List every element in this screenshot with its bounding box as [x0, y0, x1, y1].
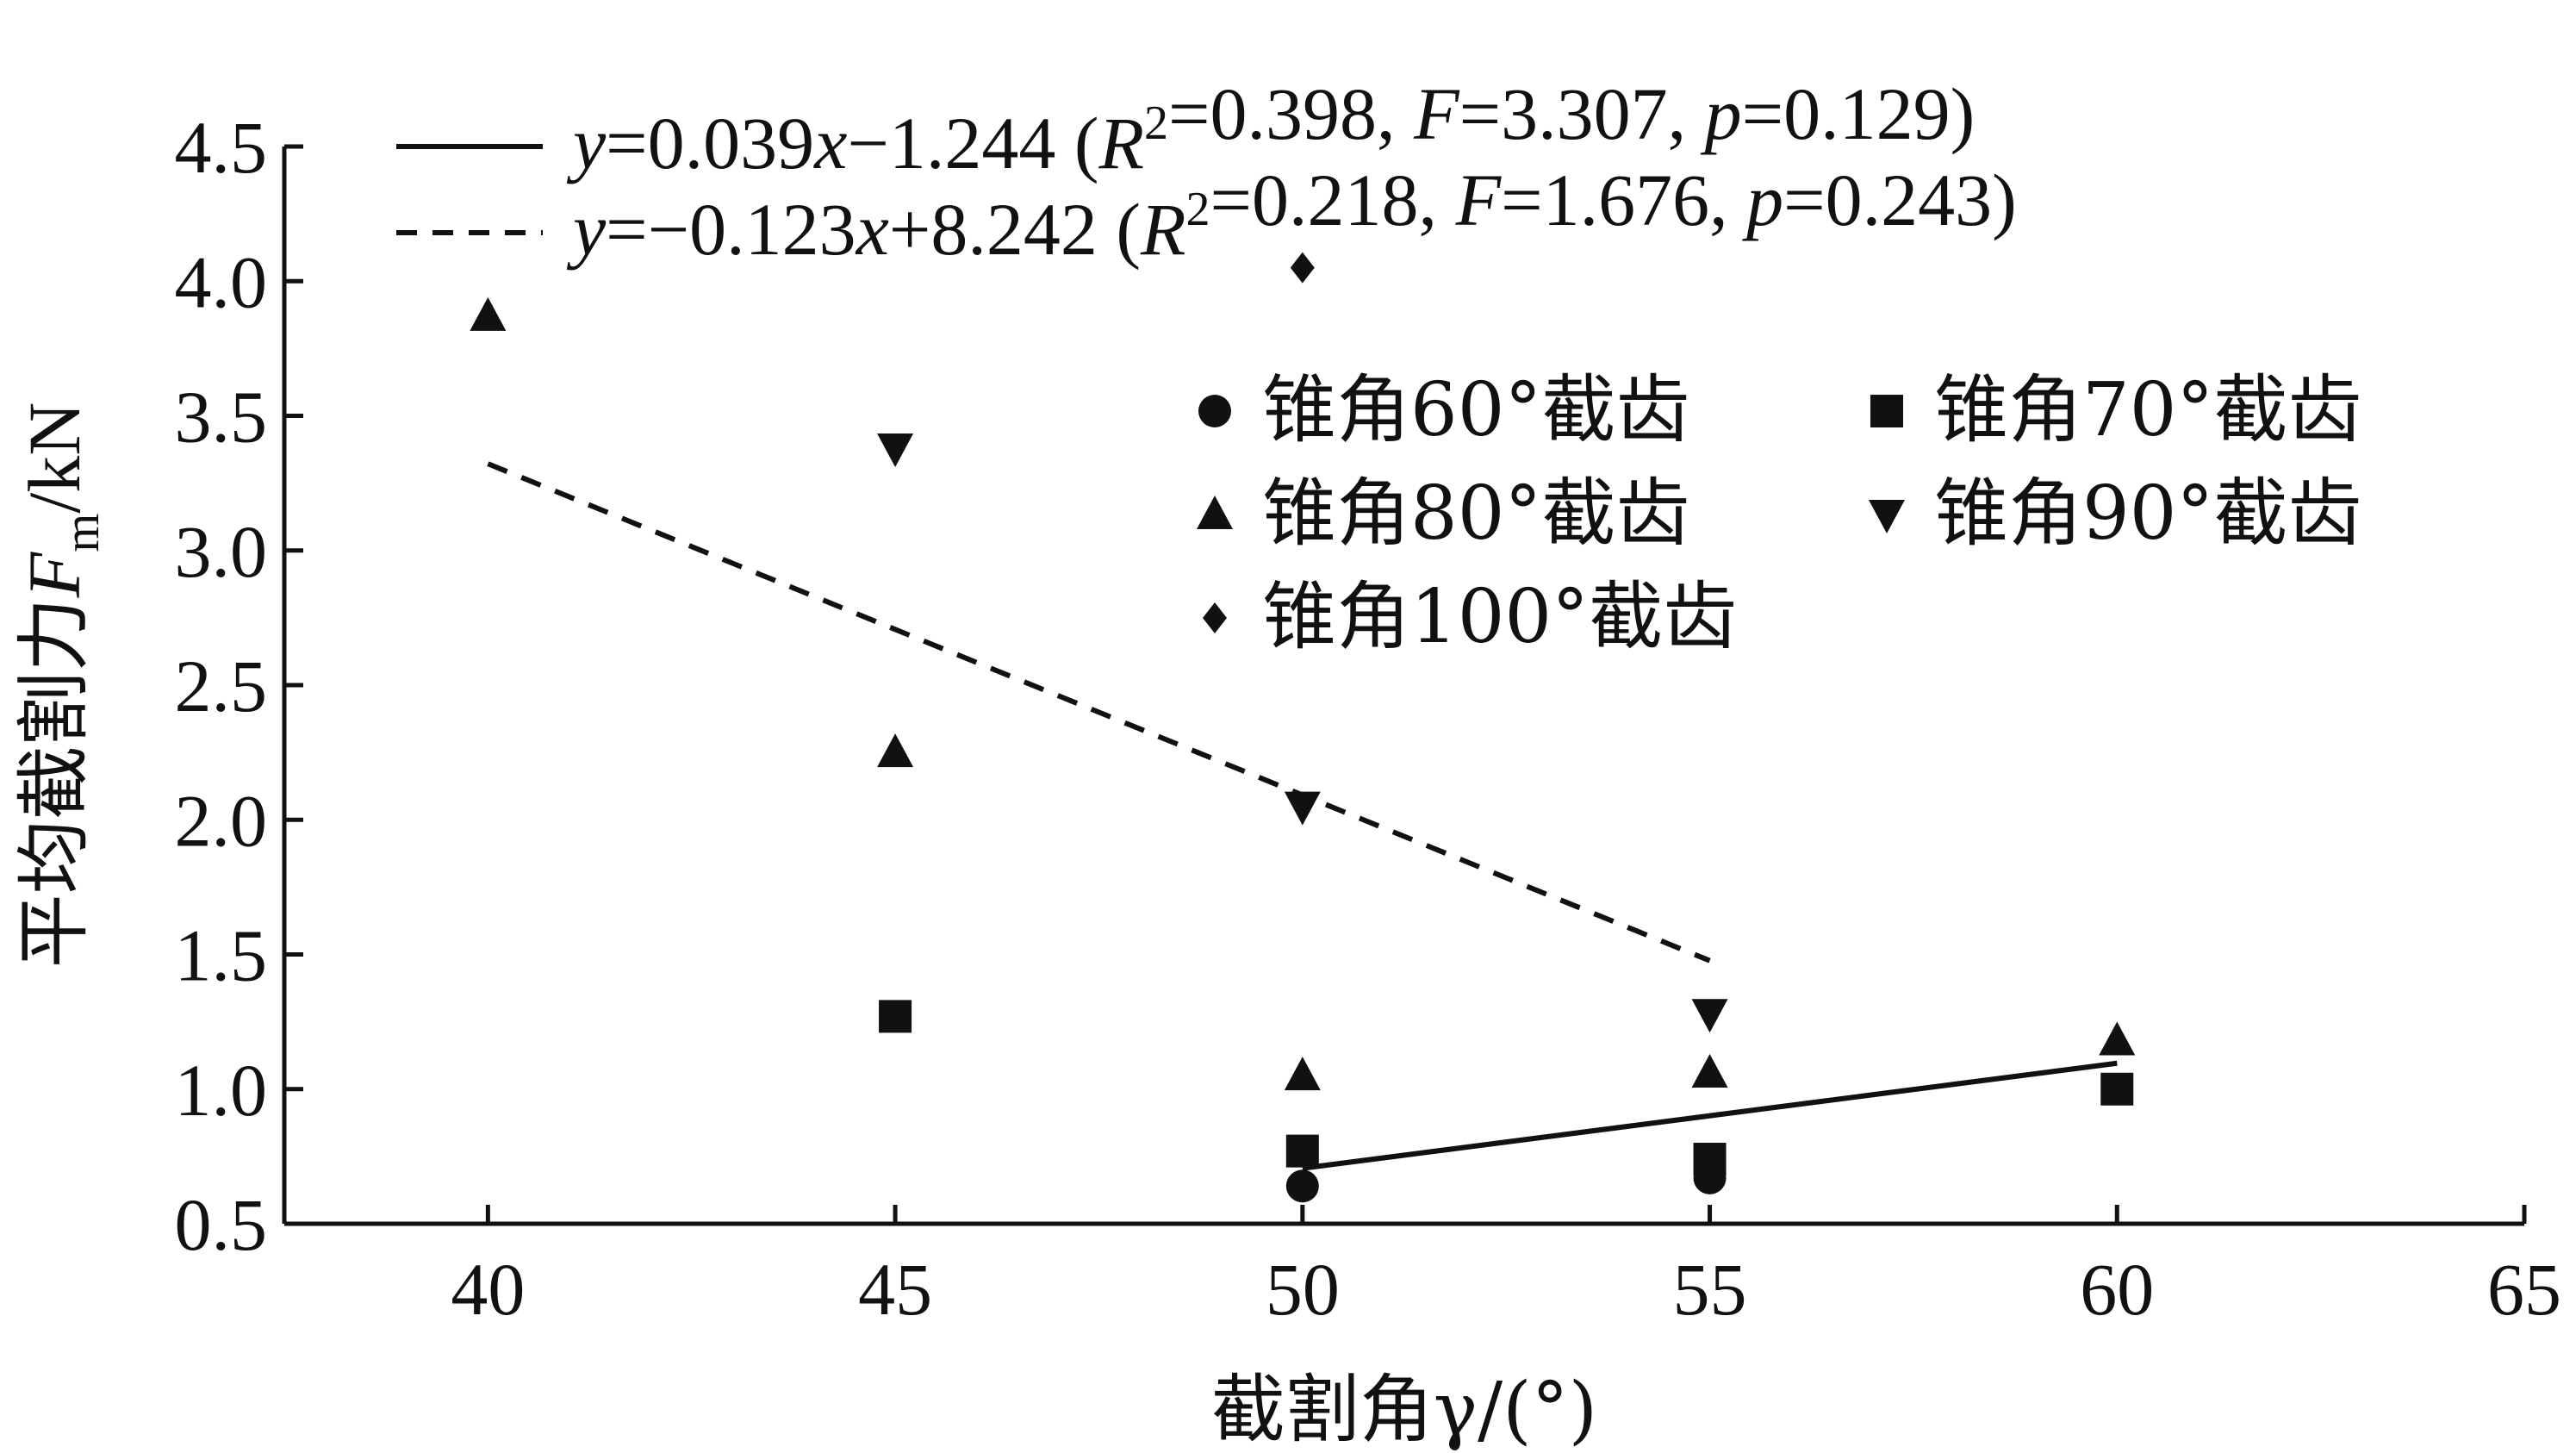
y-tick-label-4.0: 4.0	[175, 240, 268, 323]
y-tick-label-2.5: 2.5	[175, 645, 268, 727]
point-triangle-down-55	[1691, 999, 1728, 1033]
point-square-60	[2100, 1072, 2134, 1106]
y-title-unit: /kN	[13, 402, 96, 514]
fit-line-solid	[1302, 1060, 2118, 1171]
legend-equation-dashed: y=−0.123x+8.242 (R2=0.218, F=1.676, p=0.…	[566, 159, 2017, 271]
y-title-symbol: F	[13, 551, 96, 598]
legend-marker-triangle-up	[1197, 496, 1233, 529]
legend-label-triangle-up: 锥角80°截齿	[1262, 471, 1689, 557]
point-triangle-up-60	[2099, 1021, 2136, 1056]
point-circle-50	[1285, 1169, 1319, 1203]
legend-marker-triangle-down	[1869, 500, 1905, 533]
y-tick-label-0.5: 0.5	[175, 1183, 268, 1266]
point-triangle-up-45	[877, 733, 914, 768]
point-triangle-up-55	[1691, 1054, 1728, 1088]
x-axis-title: 截割角γ/(°)	[1211, 1367, 1597, 1453]
y-tick-label-3.5: 3.5	[175, 376, 268, 458]
legend-equation-solid: y=0.039x−1.244 (R2=0.398, F=3.307, p=0.1…	[566, 72, 1975, 184]
legend-label-square: 锥角70°截齿	[1934, 367, 2361, 453]
point-triangle-down-50	[1284, 791, 1321, 826]
legend-label-diamond: 锥角100°截齿	[1262, 574, 1737, 660]
y-axis-title-group: 平均截割力Fm/kN	[11, 402, 109, 969]
point-square-45	[879, 1000, 912, 1033]
x-tick-label-65: 65	[2487, 1248, 2561, 1331]
x-tick-label-55: 55	[1673, 1248, 1747, 1331]
legend-label-triangle-down: 锥角90°截齿	[1934, 471, 2361, 557]
y-axis-title: 平均截割力Fm/kN	[11, 402, 109, 969]
legend-marker-square	[1870, 395, 1903, 427]
x-tick-label-60: 60	[2080, 1248, 2154, 1331]
x-tick-label-45: 45	[858, 1248, 932, 1331]
y-tick-label-1.0: 1.0	[175, 1049, 268, 1132]
fit-line-dashed	[487, 461, 1711, 963]
point-diamond-50	[1290, 252, 1315, 284]
x-tick-label-40: 40	[451, 1248, 525, 1331]
y-tick-label-2.0: 2.0	[175, 779, 268, 862]
y-title-subscript: m	[53, 514, 109, 552]
y-tick-label-1.5: 1.5	[175, 914, 268, 997]
point-triangle-up-50	[1284, 1057, 1321, 1091]
y-ticks: 0.5 1.0 1.5 2.0 2.5 3.0 3.5 4.0 4.5	[175, 106, 303, 1266]
point-triangle-down-45	[877, 433, 914, 467]
data-points	[470, 252, 2136, 1203]
point-square-55	[1693, 1143, 1727, 1175]
x-ticks: 40 45 50 55 60 65	[451, 1205, 2561, 1331]
y-tick-label-4.5: 4.5	[175, 106, 268, 189]
equation-legend: y=0.039x−1.244 (R2=0.398, F=3.307, p=0.1…	[396, 72, 2017, 271]
y-tick-label-3.0: 3.0	[175, 510, 268, 593]
legend-label-circle: 锥角60°截齿	[1262, 367, 1689, 453]
point-triangle-up-40	[470, 296, 507, 331]
legend-marker-diamond	[1203, 602, 1227, 633]
point-square-50	[1285, 1134, 1319, 1168]
x-tick-label-50: 50	[1266, 1248, 1340, 1331]
axes	[282, 147, 2524, 1226]
fit-lines	[487, 461, 2118, 1171]
y-title-prefix: 平均截割力	[11, 597, 97, 968]
legend-marker-circle	[1198, 395, 1231, 427]
